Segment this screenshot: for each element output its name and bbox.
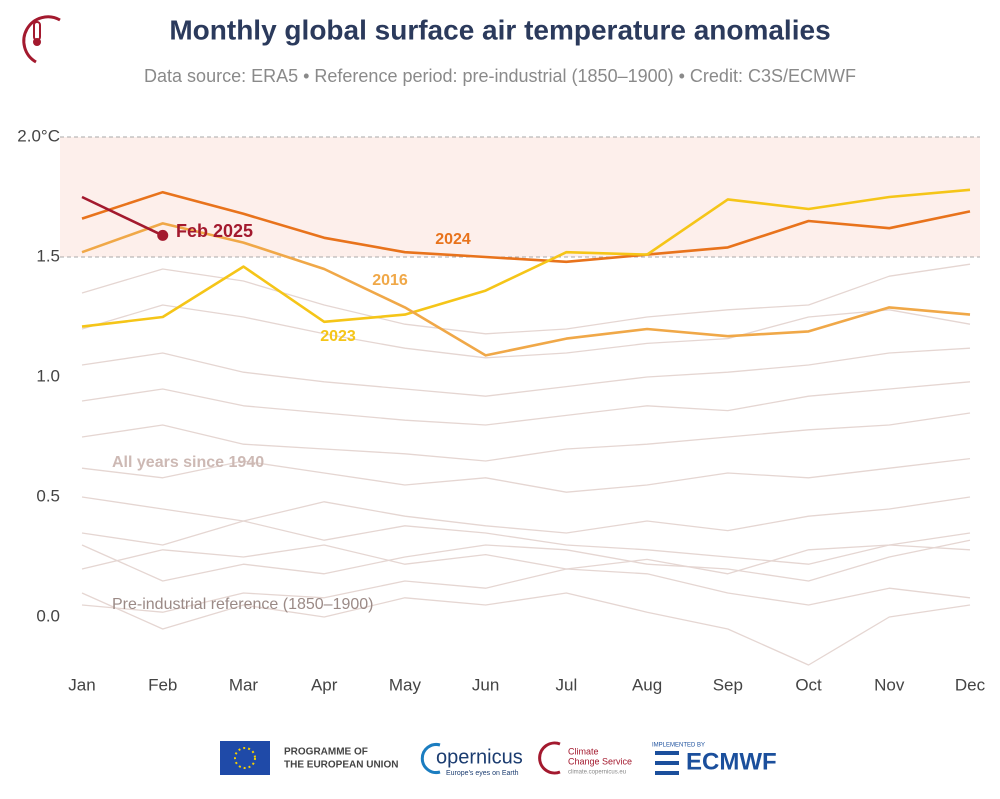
series-line: [81, 195, 164, 237]
chart-subtitle: Data source: ERA5 • Reference period: pr…: [144, 66, 856, 86]
latest-point: [157, 229, 169, 241]
eu-text: PROGRAMME OF: [284, 747, 368, 758]
copernicus-c: [420, 743, 441, 774]
x-tick-label: Sep: [713, 675, 743, 694]
c3s-icon: [22, 15, 61, 64]
background-line: [81, 412, 971, 462]
series-label: 2024: [435, 231, 471, 248]
eu-flag: [220, 741, 270, 775]
x-tick-label: Feb: [148, 675, 177, 694]
series-label: 2016: [372, 272, 408, 289]
x-tick-label: Dec: [955, 675, 986, 694]
x-tick-label: May: [389, 675, 422, 694]
annotation: All years since 1940: [112, 454, 264, 471]
y-tick-label: 1.5: [36, 246, 60, 265]
c3s-logo: [538, 741, 561, 775]
c3s-url: climate.copernicus.eu: [568, 770, 626, 776]
background-line: [81, 457, 971, 493]
highlight-band: [60, 137, 980, 257]
series-line: [81, 188, 971, 328]
background-line: [81, 532, 971, 575]
x-tick-label: Nov: [874, 675, 905, 694]
ecmwf-mark: [655, 751, 679, 775]
y-tick-label: 0.0: [36, 606, 60, 625]
series-line: [81, 222, 971, 357]
x-tick-label: Mar: [229, 675, 259, 694]
y-tick-label: 1.0: [36, 366, 60, 385]
background-line: [81, 347, 971, 397]
eu-text: THE EUROPEAN UNION: [284, 760, 398, 771]
x-tick-label: Apr: [311, 675, 338, 694]
background-line: [81, 263, 971, 335]
footer: PROGRAMME OF THE EUROPEAN UNION opernicu…: [220, 741, 777, 777]
series-label: Feb 2025: [176, 221, 253, 241]
y-tick-label: 2.0°C: [17, 126, 60, 145]
x-tick-label: Aug: [632, 675, 662, 694]
x-tick-label: Jul: [555, 675, 577, 694]
c3s-text: Climate: [568, 746, 599, 756]
background-line: [81, 568, 971, 613]
copernicus-text: opernicus: [436, 746, 523, 768]
x-tick-label: Oct: [795, 675, 822, 694]
background-line: [81, 381, 971, 426]
background-line: [81, 592, 971, 666]
background-line: [81, 539, 971, 582]
x-tick-label: Jan: [68, 675, 95, 694]
plot: 0.0 0.5 1.0 1.5 2.0°C Jan Feb Mar Apr May Jun Jul Au…: [17, 126, 985, 694]
ecmwf-text: ECMWF: [686, 748, 777, 775]
series-line: [81, 190, 971, 264]
eu-stars: [234, 747, 256, 769]
copernicus-tagline: Europe's eyes on Earth: [446, 770, 519, 777]
y-tick-label: 0.5: [36, 486, 60, 505]
series-label: 2023: [320, 328, 356, 345]
background-line: [81, 496, 971, 534]
annotation: Pre-industrial reference (1850–1900): [112, 596, 373, 613]
x-tick-label: Jun: [472, 675, 499, 694]
implemented-by: IMPLEMENTED BY: [652, 743, 705, 749]
background-line: [81, 304, 971, 359]
background-line: [81, 520, 971, 565]
c3s-text: Change Service: [568, 756, 632, 766]
chart-title: Monthly global surface air temperature a…: [169, 14, 830, 45]
